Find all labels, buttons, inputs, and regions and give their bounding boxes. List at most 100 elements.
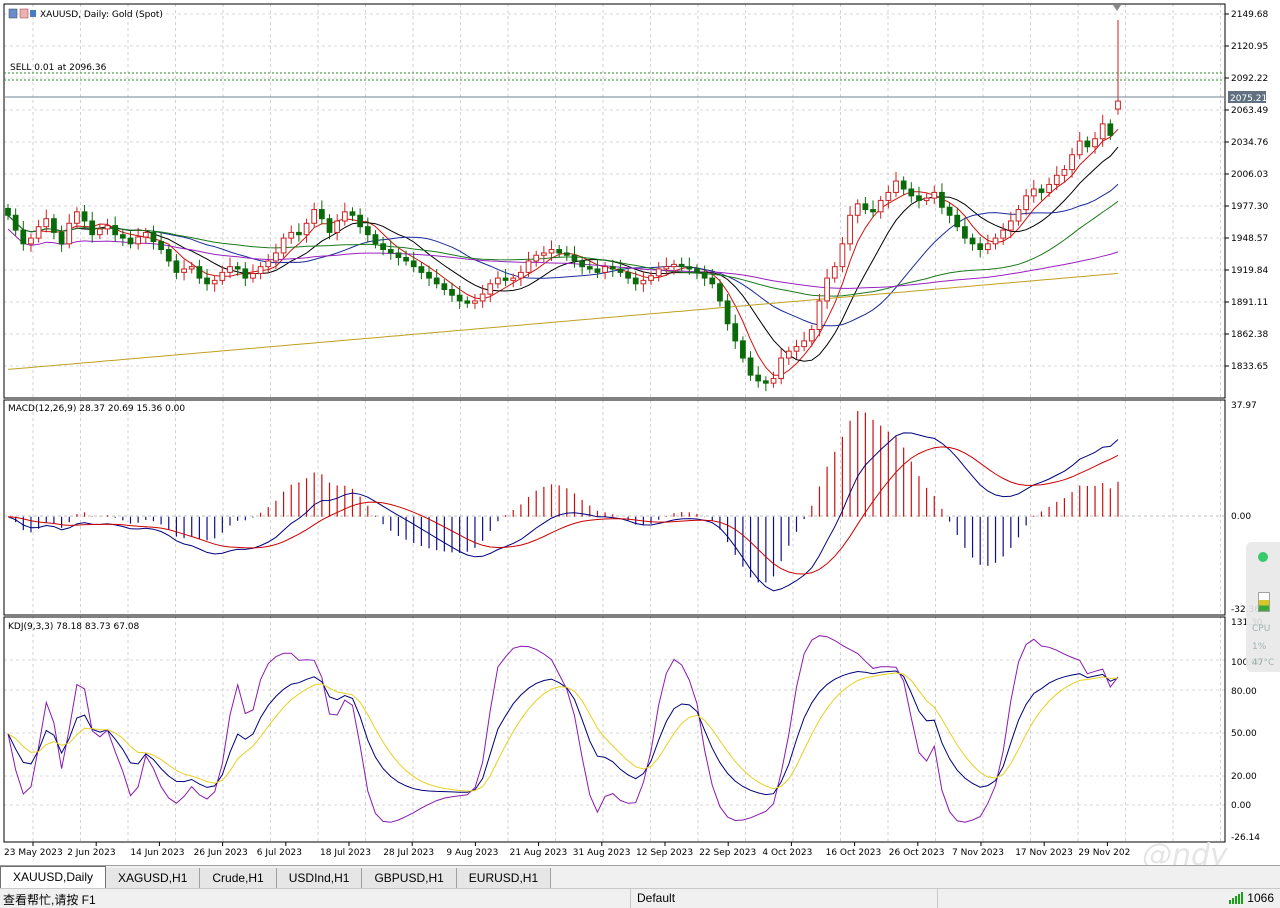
ma-70-line [7, 228, 1119, 289]
candle [908, 188, 915, 197]
current-price-tag: 2075.21 [1228, 91, 1267, 104]
candle [456, 294, 463, 302]
price-tick: 1833.65 [1231, 362, 1268, 372]
chart-shift-marker[interactable] [1113, 5, 1121, 11]
candle [602, 266, 608, 273]
candle [112, 225, 119, 236]
date-tick: 23 May 2023 [4, 848, 63, 858]
svg-text:-26.14: -26.14 [1231, 833, 1260, 843]
candle [579, 260, 586, 268]
kdj-d-line [7, 672, 1119, 792]
candle [916, 195, 922, 201]
candle [617, 268, 624, 273]
candle [946, 206, 953, 216]
candle [242, 268, 249, 279]
signal-bars-icon [1229, 892, 1244, 904]
candle [35, 226, 42, 239]
tab-gbpusd-h1[interactable]: GBPUSD,H1 [362, 868, 457, 888]
candle [51, 218, 57, 233]
date-tick: 12 Sep 2023 [636, 848, 693, 858]
candle [609, 266, 616, 270]
date-tick: 14 Jun 2023 [130, 848, 184, 858]
candle [387, 249, 394, 254]
candle [510, 277, 517, 281]
price-axis[interactable]: 2149.68 2120.95 2092.22 2063.49 2034.76 2006.… [1225, 10, 1268, 372]
candle [755, 374, 762, 382]
price-tick: 1891.11 [1231, 298, 1268, 308]
candle [1061, 169, 1068, 176]
candle [311, 209, 318, 224]
candle [632, 277, 639, 285]
candle [357, 214, 364, 228]
tab-usdind-h1[interactable]: USDInd,H1 [276, 868, 363, 888]
candle [1076, 140, 1083, 156]
tab-xagusd-h1[interactable]: XAGUSD,H1 [106, 868, 201, 888]
svg-text:2075.21: 2075.21 [1230, 94, 1267, 104]
candle [165, 249, 172, 262]
candle [58, 231, 65, 245]
tab-crude-h1[interactable]: Crude,H1 [200, 868, 277, 888]
candle [518, 271, 524, 279]
connection-speed: 1066 [1247, 891, 1274, 905]
chart-window[interactable]: XAUUSD, Daily: Gold (Spot) SELL 0.01 at … [0, 0, 1280, 865]
candle [188, 266, 195, 270]
candle [724, 300, 731, 325]
price-tick: 2120.95 [1231, 42, 1268, 52]
candle [20, 229, 27, 245]
candle [127, 237, 134, 245]
macd-pane[interactable] [3, 399, 1226, 616]
candle [487, 283, 494, 295]
candle [158, 241, 164, 251]
candle [847, 214, 853, 245]
candle [939, 191, 945, 208]
price-tick: 2006.03 [1231, 170, 1268, 180]
svg-text:20.00: 20.00 [1231, 772, 1257, 782]
candle [655, 268, 662, 277]
tab-eurusd-h1[interactable]: EURUSD,H1 [456, 868, 552, 888]
candle [43, 218, 50, 228]
candle [426, 271, 432, 279]
date-tick: 18 Jul 2023 [320, 848, 371, 858]
candle [5, 207, 11, 216]
candle [877, 199, 884, 213]
chart-menu-icon[interactable] [8, 8, 36, 19]
candle [762, 380, 769, 384]
tab-xauusd-daily[interactable]: XAUUSD,Daily [0, 866, 107, 888]
candle [135, 236, 142, 245]
candle [288, 231, 295, 239]
system-monitor-widget[interactable]: CPU 1% 47°C [1246, 542, 1280, 672]
candle [1053, 174, 1060, 185]
candle [732, 323, 739, 342]
candle [472, 300, 478, 304]
date-tick: 28 Jul 2023 [383, 848, 434, 858]
candle [395, 252, 402, 259]
connection-status[interactable]: 1066 [1229, 891, 1274, 905]
candle [181, 268, 187, 273]
main-pane[interactable] [3, 3, 1226, 399]
candle [1000, 229, 1007, 239]
time-axis[interactable]: 23 May 2023 2 Jun 2023 14 Jun 2023 26 Jun 2… [4, 842, 1130, 858]
candle [862, 203, 869, 211]
candle [204, 277, 210, 285]
candle [854, 203, 861, 216]
status-bar: 查看帮忙,请按 F1 Default 1066 [0, 888, 1280, 908]
price-tick: 1948.57 [1231, 234, 1268, 244]
kdj-pane[interactable] [3, 616, 1226, 843]
candle [1038, 188, 1045, 193]
date-tick: 6 Jul 2023 [257, 848, 302, 858]
candle [1046, 183, 1052, 193]
candle [280, 237, 287, 254]
candle [250, 273, 256, 279]
price-tick: 2063.49 [1231, 106, 1268, 116]
candle [709, 277, 716, 285]
date-tick: 22 Sep 2023 [699, 848, 756, 858]
price-tick: 2092.22 [1231, 74, 1268, 84]
candle [1023, 195, 1030, 211]
candle [740, 340, 746, 359]
candle [525, 260, 532, 273]
profile-name[interactable]: Default [630, 889, 938, 908]
candle [793, 346, 800, 352]
candle [694, 268, 700, 273]
candle [556, 249, 563, 254]
candle [495, 277, 501, 285]
